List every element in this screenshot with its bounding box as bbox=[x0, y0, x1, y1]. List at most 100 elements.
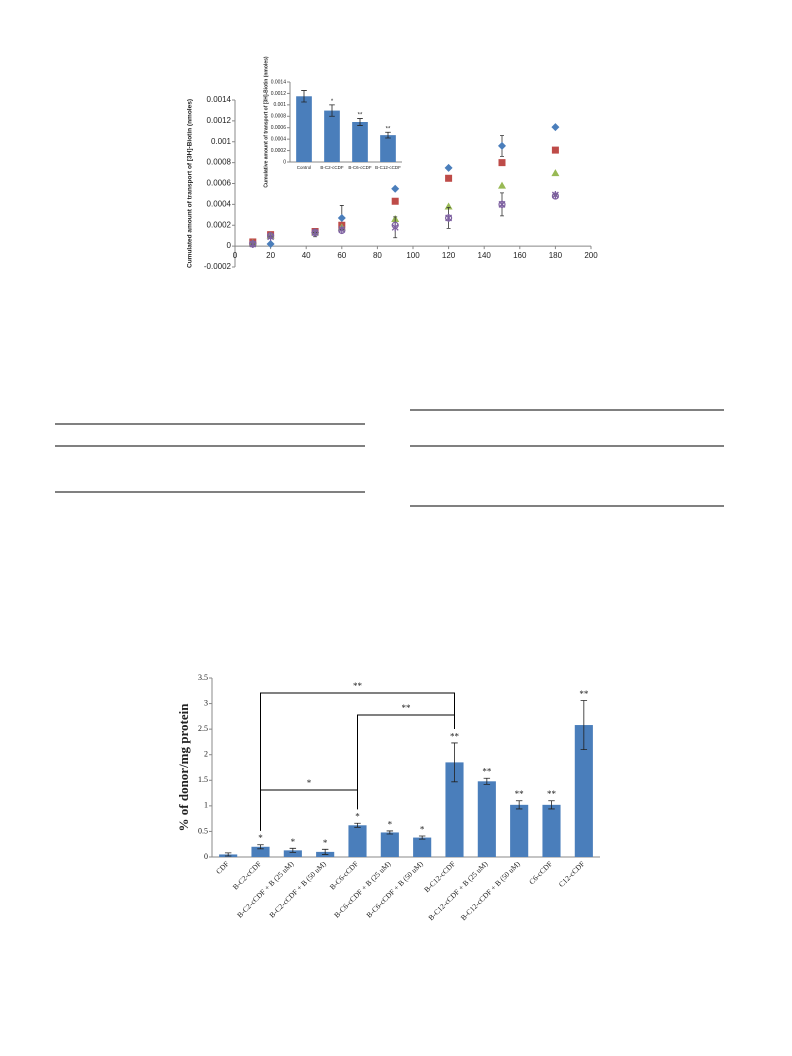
x-tick-label: C6-cCDF bbox=[527, 859, 554, 886]
x-tick-label: B-C12-cCDF bbox=[375, 165, 401, 170]
significance-label: * bbox=[388, 819, 393, 829]
point bbox=[445, 174, 453, 182]
point bbox=[498, 159, 506, 167]
x-tick-label: B-C6-cCDF + B (50 uM) bbox=[364, 859, 425, 920]
x-tick-label: B-C2-cCDF + B (50 uM) bbox=[267, 859, 328, 920]
bar bbox=[574, 725, 593, 857]
point bbox=[551, 190, 559, 199]
point bbox=[551, 192, 560, 200]
y-tick-label: 0.0004 bbox=[207, 199, 232, 208]
bar bbox=[542, 804, 561, 857]
significance-label: ** bbox=[358, 113, 363, 119]
point bbox=[267, 232, 275, 240]
error-bar bbox=[257, 844, 264, 850]
point bbox=[444, 163, 453, 172]
x-tick-label: B-C12-cCDF + B (50 uM) bbox=[459, 859, 522, 922]
significance-bracket bbox=[260, 789, 358, 831]
x-tick-label: C12-cCDF bbox=[557, 859, 587, 889]
bar bbox=[348, 825, 367, 857]
y-tick-label: 0.0006 bbox=[207, 179, 232, 188]
significance-label: * bbox=[420, 824, 425, 834]
point bbox=[498, 181, 506, 189]
x-tick-label: B-C2-cCDF bbox=[320, 165, 344, 170]
table-rules bbox=[55, 409, 724, 507]
error-bar bbox=[321, 848, 329, 855]
x-tick-label: B-C12-cCDF bbox=[422, 859, 457, 894]
y-axis-label: Cumulated amount of transport of [3H]-Bi… bbox=[187, 99, 194, 268]
error-bar bbox=[329, 104, 335, 117]
x-tick-label: 180 bbox=[549, 251, 563, 260]
point bbox=[391, 221, 399, 229]
point bbox=[445, 214, 453, 222]
y-tick-label: 2 bbox=[204, 750, 208, 759]
y-tick-label: 0.5 bbox=[198, 826, 208, 835]
error-bar bbox=[418, 835, 426, 840]
x-tick-label: B-C2-cCDF bbox=[231, 859, 263, 891]
y-tick-label: 0.0008 bbox=[207, 158, 232, 167]
point bbox=[498, 141, 506, 150]
significance-label: * bbox=[258, 833, 263, 843]
y-tick-label: 0.0012 bbox=[271, 91, 287, 97]
y-tick-label: 0.0014 bbox=[271, 79, 287, 85]
bar bbox=[510, 804, 529, 857]
error-bar bbox=[289, 847, 297, 853]
y-tick-label: 0.0004 bbox=[271, 136, 287, 142]
y-tick-label: 0.001 bbox=[211, 137, 232, 146]
bar bbox=[296, 96, 312, 162]
significance-label: * bbox=[323, 838, 328, 848]
error-bar bbox=[224, 852, 232, 857]
error-bar bbox=[301, 90, 307, 103]
error-bar bbox=[354, 822, 361, 828]
y-tick-label: 0 bbox=[283, 159, 286, 165]
y-tick-label: 2.5 bbox=[198, 724, 208, 733]
chart: 0 0.5 1 1.5 2 2.5 3 3.5 % of donor/mg protein CDF… bbox=[176, 673, 600, 922]
significance-label: ** bbox=[386, 126, 391, 132]
significance-label: * bbox=[331, 99, 334, 105]
y-tick-label: 0.0014 bbox=[207, 95, 232, 104]
significance-label: * bbox=[355, 812, 360, 822]
point bbox=[551, 146, 559, 154]
x-tick-label: Control bbox=[297, 165, 312, 170]
x-tick-label: B-C2-cCDF + B (25 uM) bbox=[235, 859, 296, 920]
error-bar bbox=[357, 118, 363, 126]
x-tick-label: 200 bbox=[584, 251, 598, 260]
point bbox=[391, 184, 400, 193]
significance-label: ** bbox=[515, 789, 525, 799]
y-tick-label: 3 bbox=[204, 698, 208, 707]
y-tick-label: 0.0012 bbox=[207, 116, 232, 125]
x-tick-label: CDF bbox=[214, 859, 231, 876]
y-tick-label: 0.0002 bbox=[271, 148, 287, 154]
y-tick-label: 0 bbox=[204, 852, 208, 861]
point bbox=[249, 240, 257, 248]
x-tick-label: 0 bbox=[233, 251, 238, 260]
significance-label: ** bbox=[482, 767, 492, 777]
point bbox=[391, 223, 399, 232]
x-tick-label: 20 bbox=[266, 251, 275, 260]
chart: 0 0.0002 0.0004 0.0006 0.0008 0.001 0.0012 0.00… bbox=[256, 56, 408, 188]
significance-bracket bbox=[357, 714, 455, 810]
x-tick-label: 120 bbox=[442, 251, 456, 260]
point bbox=[338, 226, 346, 235]
x-tick-label: 80 bbox=[373, 251, 382, 260]
y-tick-label: 0.0008 bbox=[271, 114, 287, 120]
y-axis-label: % of donor/mg protein bbox=[176, 703, 191, 832]
x-tick-label: 40 bbox=[302, 251, 311, 260]
error-bar bbox=[515, 800, 523, 810]
x-tick-label: 60 bbox=[337, 251, 346, 260]
error-bar bbox=[580, 700, 588, 750]
point bbox=[551, 123, 560, 132]
bar bbox=[413, 837, 432, 857]
point bbox=[551, 169, 560, 177]
y-tick-label: 0.001 bbox=[273, 102, 286, 108]
error-bar bbox=[386, 830, 394, 835]
bar bbox=[380, 135, 396, 162]
x-tick-label: B-C6-cCDF bbox=[328, 859, 360, 891]
chart: -0.000200.00020.00040.00060.00080.0010.0… bbox=[187, 95, 599, 271]
point bbox=[266, 240, 275, 249]
significance-label: * bbox=[291, 837, 296, 847]
bar bbox=[352, 122, 368, 162]
bar bbox=[324, 110, 340, 162]
x-tick-label: 160 bbox=[513, 251, 527, 260]
